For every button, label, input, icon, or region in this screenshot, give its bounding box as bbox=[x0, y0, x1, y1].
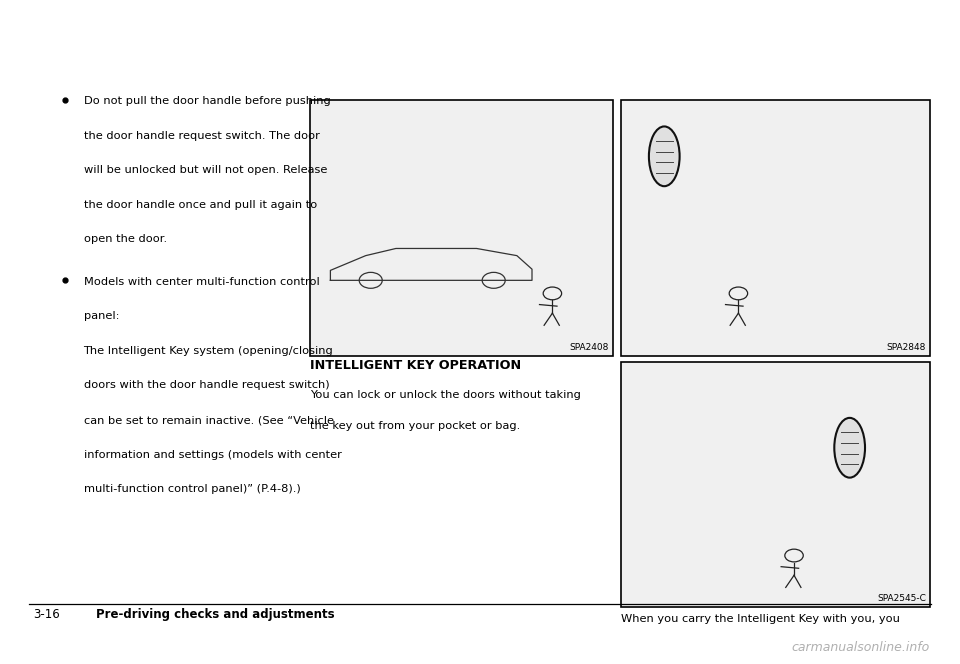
Text: panel:: panel: bbox=[84, 311, 119, 321]
Text: When you carry the Intelligent Key with you, you: When you carry the Intelligent Key with … bbox=[621, 614, 900, 623]
Ellipse shape bbox=[649, 126, 680, 186]
Text: Pre-driving checks and adjustments: Pre-driving checks and adjustments bbox=[96, 608, 335, 621]
Text: Models with center multi-function control: Models with center multi-function contro… bbox=[84, 277, 320, 287]
Text: multi-function control panel)” (P.4-8).): multi-function control panel)” (P.4-8).) bbox=[84, 484, 300, 494]
Text: the door handle once and pull it again to: the door handle once and pull it again t… bbox=[84, 200, 317, 210]
Text: carmanualsonline.info: carmanualsonline.info bbox=[791, 641, 929, 654]
Ellipse shape bbox=[834, 418, 865, 477]
Text: SPA2848: SPA2848 bbox=[887, 343, 926, 352]
Text: Do not pull the door handle before pushing: Do not pull the door handle before pushi… bbox=[84, 96, 330, 106]
Text: The Intelligent Key system (opening/closing: The Intelligent Key system (opening/clos… bbox=[84, 346, 333, 356]
Bar bbox=[310, 100, 613, 356]
Bar bbox=[621, 362, 930, 607]
Text: 3-16: 3-16 bbox=[34, 608, 60, 621]
Text: information and settings (models with center: information and settings (models with ce… bbox=[84, 450, 342, 459]
Text: You can lock or unlock the doors without taking: You can lock or unlock the doors without… bbox=[310, 390, 581, 400]
Text: open the door.: open the door. bbox=[84, 234, 167, 244]
Text: doors with the door handle request switch): doors with the door handle request switc… bbox=[84, 380, 329, 390]
Text: INTELLIGENT KEY OPERATION: INTELLIGENT KEY OPERATION bbox=[310, 359, 521, 373]
Text: the key out from your pocket or bag.: the key out from your pocket or bag. bbox=[310, 421, 520, 431]
Text: SPA2545-C: SPA2545-C bbox=[877, 594, 926, 603]
Text: the door handle request switch. The door: the door handle request switch. The door bbox=[84, 131, 320, 141]
Text: will be unlocked but will not open. Release: will be unlocked but will not open. Rele… bbox=[84, 165, 327, 175]
Text: can be set to remain inactive. (See “Vehicle: can be set to remain inactive. (See “Veh… bbox=[84, 415, 333, 425]
Bar bbox=[621, 100, 930, 356]
Text: SPA2408: SPA2408 bbox=[570, 343, 610, 352]
